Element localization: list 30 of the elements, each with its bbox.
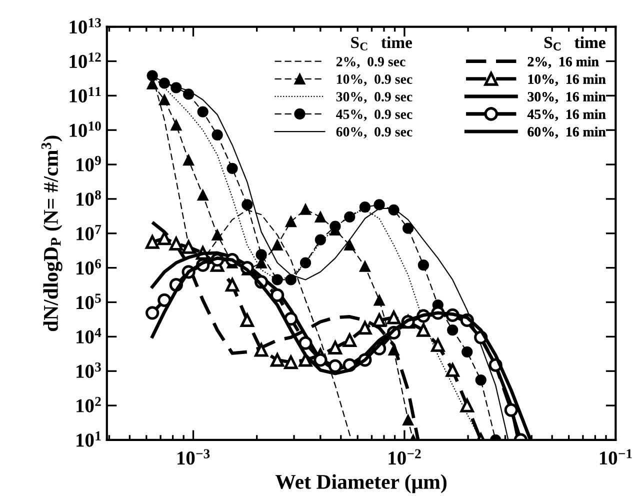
text: S$_{C}$ time [544,36,606,50]
x-axis-title: Wet Diameter (μm) [275,474,446,494]
legend-label: 45%, 0.9 sec [336,110,412,121]
legend-label: 2%, 0.9 sec [336,56,406,68]
y-tick-label: 10$^{6}$ [76,259,102,275]
y-tick-label: 10$^{2}$ [76,396,101,412]
y-tick-label: 10$^{7}$ [76,224,102,240]
legend-label: 2%, 16 min [528,56,599,68]
legend-label: 10%, 0.9 sec [336,74,412,86]
y-tick-label: 10$^{9}$ [76,156,101,172]
legend-label: 30%, 16 min [528,92,606,104]
x-tick-label: 10$^{−3}$ [178,449,210,465]
y-tick-label: 10$^{12}$ [70,52,101,68]
legend-label: 60%, 0.9 sec [336,127,412,139]
y-tick-label: 10$^{8}$ [76,190,101,206]
y-axis-title: dN/dlogD$_{P}$ (N= #/cm$^{3}$) [41,136,62,332]
text: S$_{C}$ time [351,36,412,50]
y-tick-label: 10$^{11}$ [70,87,101,102]
x-tick-label: 10$^{−2}$ [388,449,421,465]
y-tick-label: 10$^{3}$ [76,362,101,378]
y-tick-label: 10$^{4}$ [76,328,102,344]
legend-label: 60%, 16 min [528,126,606,139]
legend-label: 10%, 16 min [528,74,606,86]
y-tick-label: 10$^{10}$ [70,121,101,137]
y-tick-label: 10$^{13}$ [70,18,101,34]
y-tick-label: 10$^{1}$ [76,431,101,447]
x-tick-label: 10$^{−1}$ [600,449,632,465]
legend-label: 30%, 0.9 sec [336,92,412,104]
legend-label: 45%, 16 min [527,109,606,121]
y-tick-label: 10$^{5}$ [76,294,101,310]
